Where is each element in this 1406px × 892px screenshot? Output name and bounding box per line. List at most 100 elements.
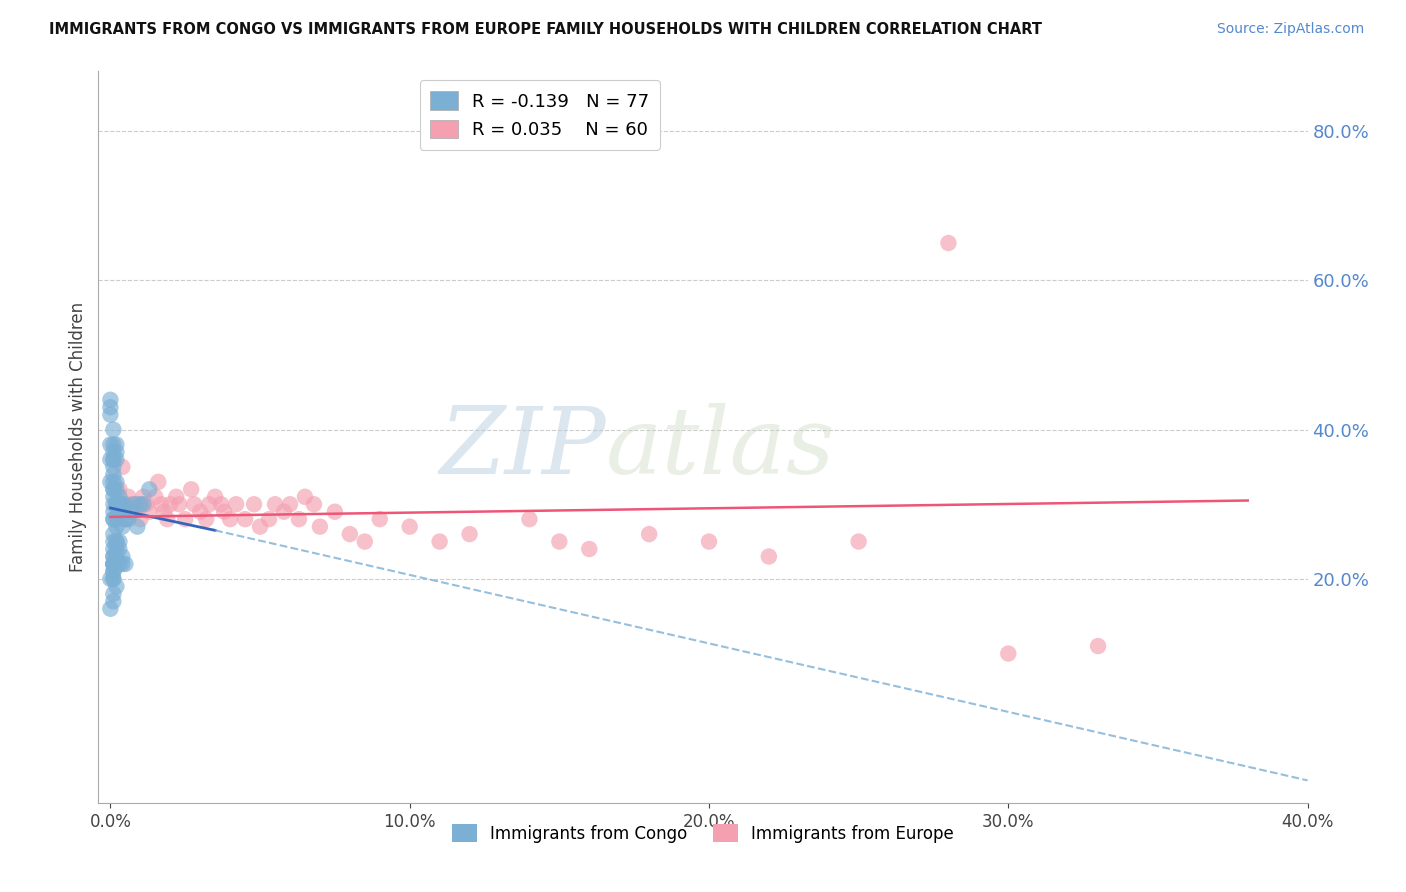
Point [103,505,125,519]
Point [578,542,600,557]
Point [111,519,134,533]
Point [117,505,139,519]
Point [100,437,122,451]
Point [398,519,420,533]
Point [108,505,131,519]
Point [103,557,125,571]
Point [100,601,122,615]
Point [174,512,197,526]
Point [103,527,125,541]
Point [167,497,190,511]
Point [103,565,125,579]
Point [103,587,125,601]
Point [108,505,131,519]
Point [103,445,125,459]
Point [105,512,128,526]
Point [105,534,128,549]
Point [103,542,125,557]
Point [114,512,136,526]
Point [150,497,173,511]
Point [219,512,242,526]
Point [117,490,139,504]
Point [108,505,131,519]
Point [302,497,325,511]
Point [105,549,128,564]
Point [339,527,361,541]
Point [108,483,131,497]
Point [108,557,131,571]
Point [124,497,146,511]
Point [103,557,125,571]
Point [103,475,125,489]
Point [105,497,128,511]
Point [114,557,136,571]
Point [212,505,235,519]
Point [353,534,375,549]
Point [429,534,451,549]
Point [103,452,125,467]
Point [264,497,287,511]
Point [198,497,221,511]
Point [458,527,481,541]
Point [100,475,122,489]
Point [111,497,134,511]
Point [105,542,128,557]
Point [103,572,125,586]
Point [103,459,125,474]
Point [103,557,125,571]
Point [111,557,134,571]
Point [100,572,122,586]
Point [111,459,134,474]
Point [105,519,128,533]
Point [195,512,218,526]
Point [120,497,142,511]
Point [103,452,125,467]
Point [758,549,780,564]
Point [103,565,125,579]
Point [288,512,311,526]
Point [100,392,122,407]
Point [638,527,661,541]
Point [103,423,125,437]
Point [105,497,128,511]
Point [105,475,128,489]
Point [105,579,128,593]
Point [103,483,125,497]
Point [294,490,316,504]
Point [278,497,301,511]
Point [100,452,122,467]
Text: Source: ZipAtlas.com: Source: ZipAtlas.com [1216,22,1364,37]
Text: IMMIGRANTS FROM CONGO VS IMMIGRANTS FROM EUROPE FAMILY HOUSEHOLDS WITH CHILDREN : IMMIGRANTS FROM CONGO VS IMMIGRANTS FROM… [49,22,1042,37]
Point [233,512,256,526]
Point [114,512,136,526]
Point [129,512,152,526]
Point [368,512,391,526]
Point [103,467,125,482]
Y-axis label: Family Households with Children: Family Households with Children [69,302,87,572]
Point [148,475,170,489]
Point [132,490,155,504]
Legend: Immigrants from Congo, Immigrants from Europe: Immigrants from Congo, Immigrants from E… [446,818,960,849]
Point [103,549,125,564]
Point [132,497,155,511]
Point [156,512,179,526]
Point [105,483,128,497]
Point [108,542,131,557]
Point [165,490,187,504]
Point [105,497,128,511]
Point [938,235,960,250]
Point [135,497,157,511]
Point [548,534,571,549]
Point [127,497,149,511]
Point [243,497,266,511]
Point [105,557,128,571]
Point [103,512,125,526]
Point [103,512,125,526]
Point [257,512,280,526]
Point [108,497,131,511]
Point [103,497,125,511]
Point [188,505,211,519]
Point [180,483,202,497]
Point [273,505,295,519]
Point [153,505,176,519]
